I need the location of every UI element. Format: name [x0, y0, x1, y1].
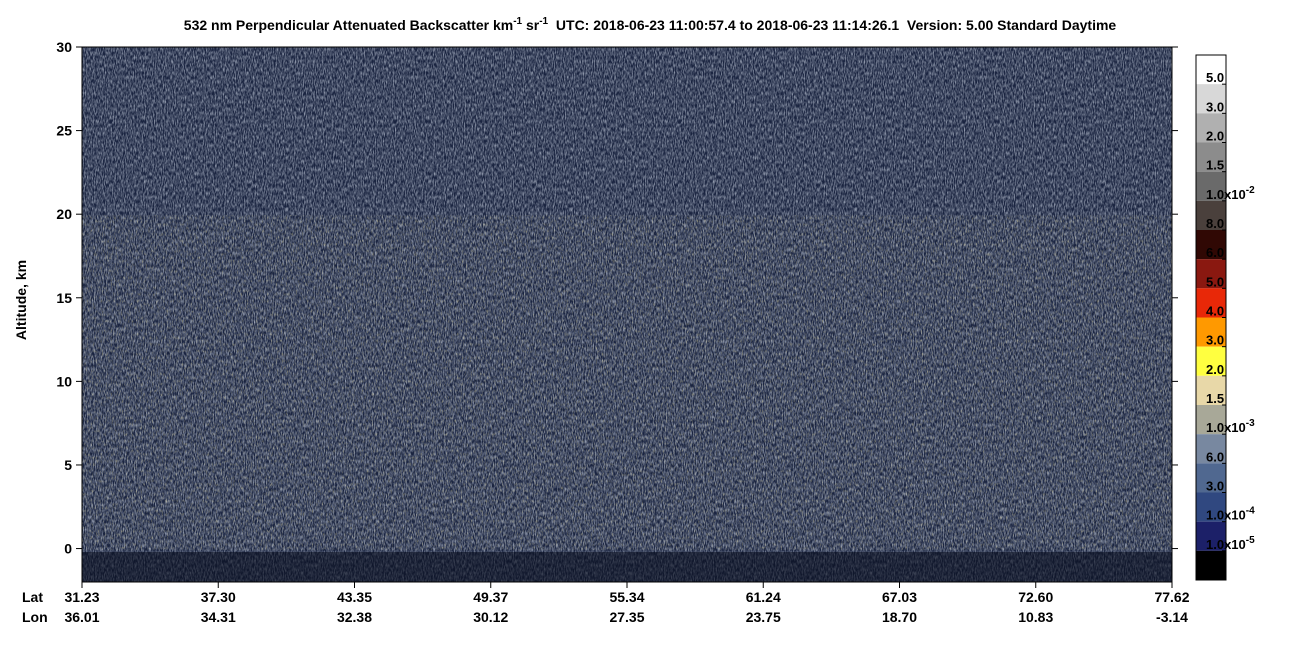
title-text: 532 nm Perpendicular Attenuated Backscat… [184, 17, 513, 33]
colorbar-label: 6.0 [1206, 245, 1224, 260]
x-tick-label: 23.75 [746, 609, 781, 625]
colorbar-swatch [1196, 142, 1226, 172]
x-tick-label: 18.70 [882, 609, 917, 625]
colorbar-label-sup: -5 [1246, 535, 1255, 546]
colorbar-label: 3.0 [1206, 479, 1224, 494]
x-tick-label: 36.01 [64, 609, 99, 625]
row-label: Lat [22, 589, 43, 605]
y-axis-label: Altitude, km [13, 260, 29, 340]
colorbar-label: 3.0 [1206, 99, 1224, 114]
colorbar-label: 2.0 [1206, 129, 1224, 144]
colorbar-label: 5.0 [1206, 274, 1224, 289]
colorbar-label-text: 1.5 [1206, 391, 1224, 406]
colorbar-label-text: 8.0 [1206, 216, 1224, 231]
x-tick-label: 31.23 [64, 589, 99, 605]
colorbar-label: 6.0 [1206, 449, 1224, 464]
colorbar-swatch [1196, 288, 1226, 318]
title-sup: -1 [539, 16, 548, 27]
colorbar-label-text: 6.0 [1206, 245, 1224, 260]
colorbar-swatch [1196, 346, 1226, 376]
colorbar-label: 2.0 [1206, 362, 1224, 377]
x-tick-label: 49.37 [473, 589, 508, 605]
x-tick-label: 55.34 [609, 589, 644, 605]
colorbar-swatch [1196, 171, 1226, 201]
colorbar-swatch [1196, 375, 1226, 405]
x-tick-label: 10.83 [1018, 609, 1053, 625]
colorbar-label-text: 1.0x10 [1206, 537, 1246, 552]
plot-texture [82, 215, 1172, 550]
chart-title: 532 nm Perpendicular Attenuated Backscat… [184, 16, 1117, 33]
colorbar-label-text: 3.0 [1206, 479, 1224, 494]
colorbar-label: 1.0x10-3 [1206, 418, 1255, 435]
y-tick-label: 25 [56, 123, 72, 139]
curtain-image [81, 46, 1173, 583]
colorbar-swatch [1196, 55, 1226, 85]
y-tick-label: 0 [64, 541, 72, 557]
colorbar-swatch [1196, 200, 1226, 230]
colorbar-label-text: 1.0x10 [1206, 508, 1246, 523]
y-tick-label: 5 [64, 457, 72, 473]
title-text: sr [522, 17, 540, 33]
x-tick-label: -3.14 [1156, 609, 1188, 625]
x-tick-label: 43.35 [337, 589, 372, 605]
colorbar-label: 3.0 [1206, 333, 1224, 348]
colorbar-swatch [1196, 434, 1226, 464]
colorbar-label-text: 1.5 [1206, 158, 1224, 173]
colorbar-label-text: 2.0 [1206, 362, 1224, 377]
x-tick-label: 67.03 [882, 589, 917, 605]
surface-band [82, 552, 1172, 582]
colorbar-label-text: 2.0 [1206, 129, 1224, 144]
x-tick-label: 77.62 [1154, 589, 1189, 605]
colorbar-swatch [1196, 317, 1226, 347]
colorbar-label-sup: -2 [1246, 185, 1255, 196]
colorbar-label: 1.0x10-2 [1206, 185, 1255, 202]
colorbar-label-text: 3.0 [1206, 333, 1224, 348]
colorbar-swatch [1196, 492, 1226, 522]
x-tick-label: 32.38 [337, 609, 372, 625]
colorbar-label-text: 4.0 [1206, 304, 1224, 319]
x-tick-label: 27.35 [609, 609, 644, 625]
x-tick-label: 30.12 [473, 609, 508, 625]
colorbar-swatch [1196, 113, 1226, 143]
y-tick-label: 15 [56, 290, 72, 306]
colorbar-swatch [1196, 405, 1226, 435]
x-tick-label: 34.31 [201, 609, 236, 625]
row-label: Lon [22, 609, 48, 625]
colorbar-label-text: 5.0 [1206, 70, 1224, 85]
colorbar-label: 5.0 [1206, 70, 1224, 85]
colorbar-swatch [1196, 463, 1226, 493]
colorbar-label-sup: -4 [1246, 506, 1255, 517]
colorbar-label-text: 6.0 [1206, 449, 1224, 464]
title-text: UTC: 2018-06-23 11:00:57.4 to 2018-06-23… [548, 17, 1116, 33]
colorbar-label: 1.5 [1206, 158, 1224, 173]
colorbar-label: 1.5 [1206, 391, 1224, 406]
x-tick-label: 61.24 [746, 589, 781, 605]
colorbar-label-text: 3.0 [1206, 99, 1224, 114]
colorbar-swatch [1196, 550, 1226, 580]
y-tick-label: 30 [56, 39, 72, 55]
colorbar-label: 8.0 [1206, 216, 1224, 231]
colorbar-label: 1.0x10-4 [1206, 506, 1255, 523]
colorbar-swatch [1196, 259, 1226, 289]
colorbar-label-sup: -3 [1246, 418, 1255, 429]
y-tick-label: 10 [56, 373, 72, 389]
y-tick-label: 20 [56, 206, 72, 222]
colorbar-label: 1.0x10-5 [1206, 535, 1255, 552]
colorbar-label-text: 1.0x10 [1206, 420, 1246, 435]
colorbar-swatch [1196, 521, 1226, 551]
colorbar-label: 4.0 [1206, 304, 1224, 319]
colorbar-label-text: 5.0 [1206, 274, 1224, 289]
title-sup: -1 [513, 16, 522, 27]
colorbar-swatch [1196, 230, 1226, 260]
colorbar-swatch [1196, 84, 1226, 114]
x-tick-label: 72.60 [1018, 589, 1053, 605]
x-tick-label: 37.30 [201, 589, 236, 605]
colorbar-label-text: 1.0x10 [1206, 187, 1246, 202]
